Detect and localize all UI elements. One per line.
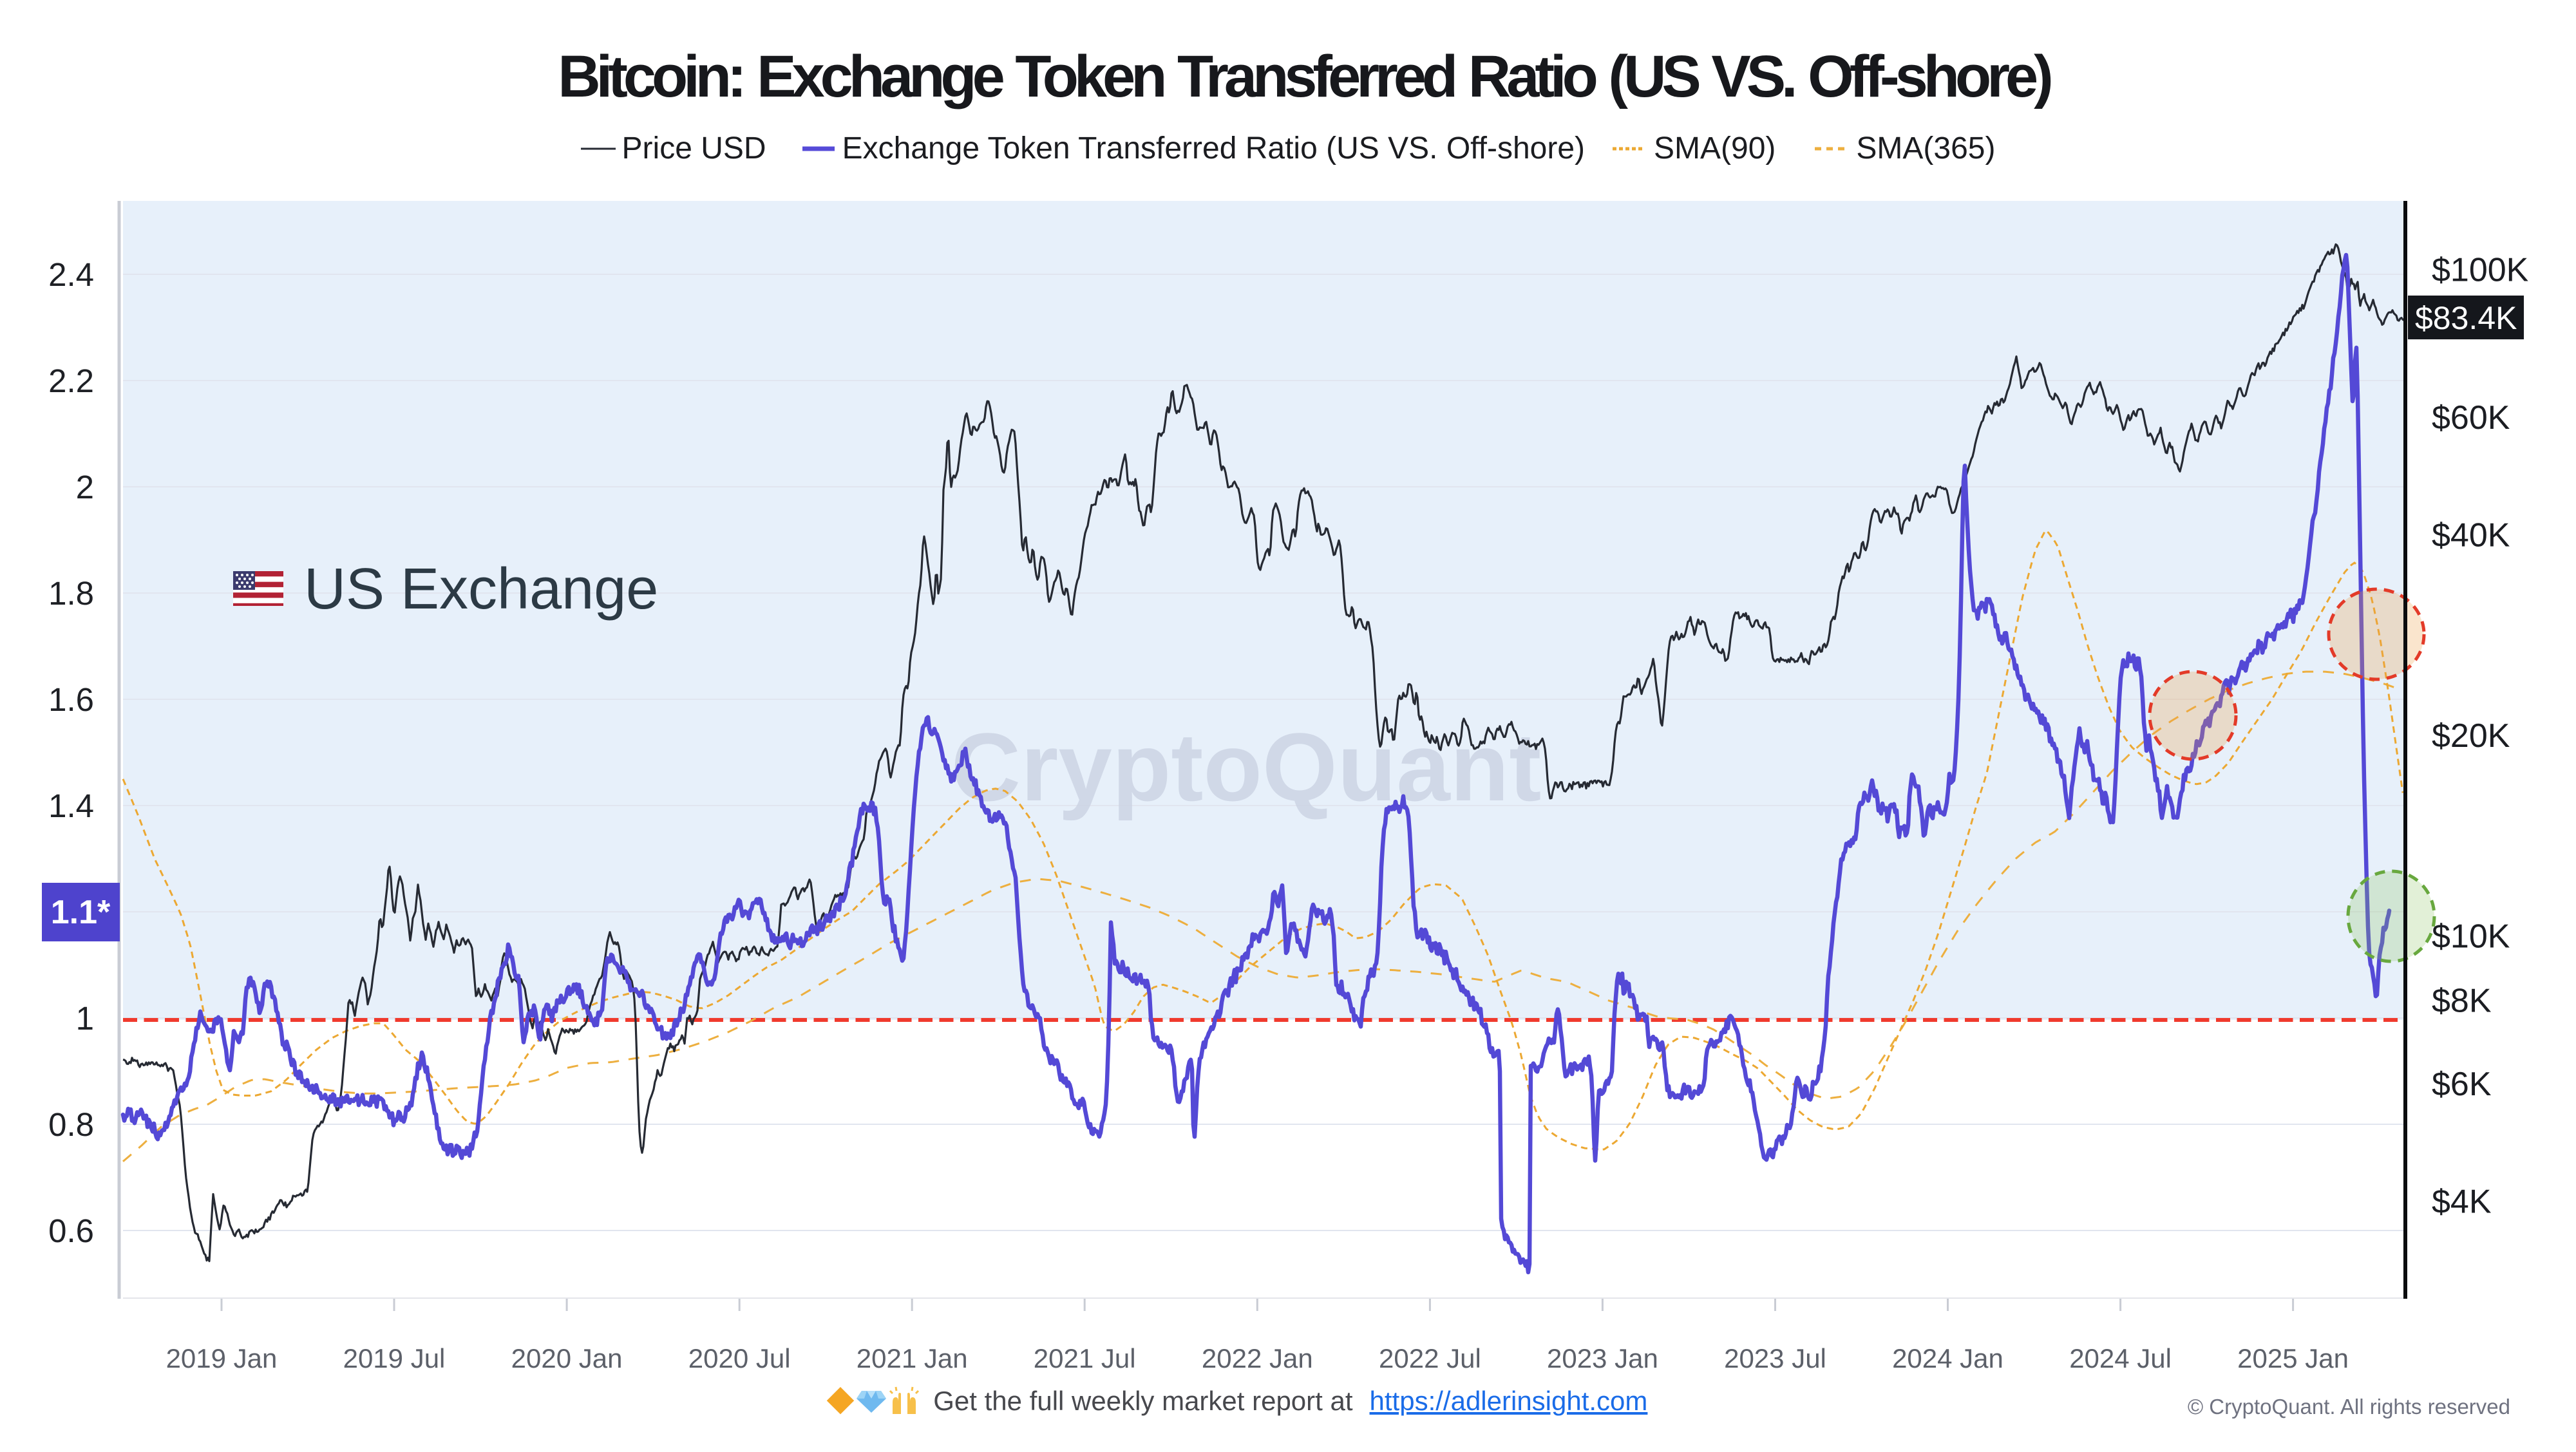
svg-text:2023 Jan: 2023 Jan (1547, 1343, 1658, 1373)
svg-text:0.8: 0.8 (48, 1106, 94, 1143)
svg-text:$20K: $20K (2432, 717, 2510, 755)
svg-text:$60K: $60K (2432, 399, 2510, 437)
svg-text:2.4: 2.4 (48, 256, 94, 293)
svg-text:$40K: $40K (2432, 516, 2510, 554)
svg-text:0.6: 0.6 (48, 1212, 94, 1249)
svg-text:2024 Jan: 2024 Jan (1892, 1343, 2003, 1373)
svg-text:2019 Jan: 2019 Jan (166, 1343, 278, 1373)
svg-text:CryptoQuant: CryptoQuant (951, 713, 1542, 821)
svg-text:$6K: $6K (2432, 1066, 2492, 1103)
svg-text:2020 Jan: 2020 Jan (511, 1343, 623, 1373)
svg-text:$83.4K: $83.4K (2415, 300, 2517, 336)
svg-text:2021 Jul: 2021 Jul (1034, 1343, 1136, 1373)
svg-text:2025 Jan: 2025 Jan (2237, 1343, 2349, 1373)
svg-text:2.2: 2.2 (48, 363, 94, 399)
svg-text:2024 Jul: 2024 Jul (2069, 1343, 2172, 1373)
svg-text:2022 Jan: 2022 Jan (1202, 1343, 1313, 1373)
svg-text:$4K: $4K (2432, 1183, 2492, 1220)
svg-text:1.4: 1.4 (48, 787, 94, 824)
svg-text:2023 Jul: 2023 Jul (1724, 1343, 1826, 1373)
svg-text:US Exchange: US Exchange (304, 557, 658, 621)
svg-text:1: 1 (76, 1000, 94, 1037)
svg-text:2021 Jan: 2021 Jan (857, 1343, 968, 1373)
svg-text:1.8: 1.8 (48, 575, 94, 612)
svg-text:2020 Jul: 2020 Jul (688, 1343, 791, 1373)
svg-text:2022 Jul: 2022 Jul (1379, 1343, 1481, 1373)
svg-text:1.6: 1.6 (48, 681, 94, 718)
svg-text:$100K: $100K (2432, 251, 2529, 288)
svg-text:2: 2 (76, 469, 94, 505)
svg-text:$10K: $10K (2432, 918, 2510, 955)
svg-text:2019 Jul: 2019 Jul (343, 1343, 446, 1373)
svg-text:1.1*: 1.1* (51, 894, 111, 931)
svg-text:$8K: $8K (2432, 983, 2492, 1020)
